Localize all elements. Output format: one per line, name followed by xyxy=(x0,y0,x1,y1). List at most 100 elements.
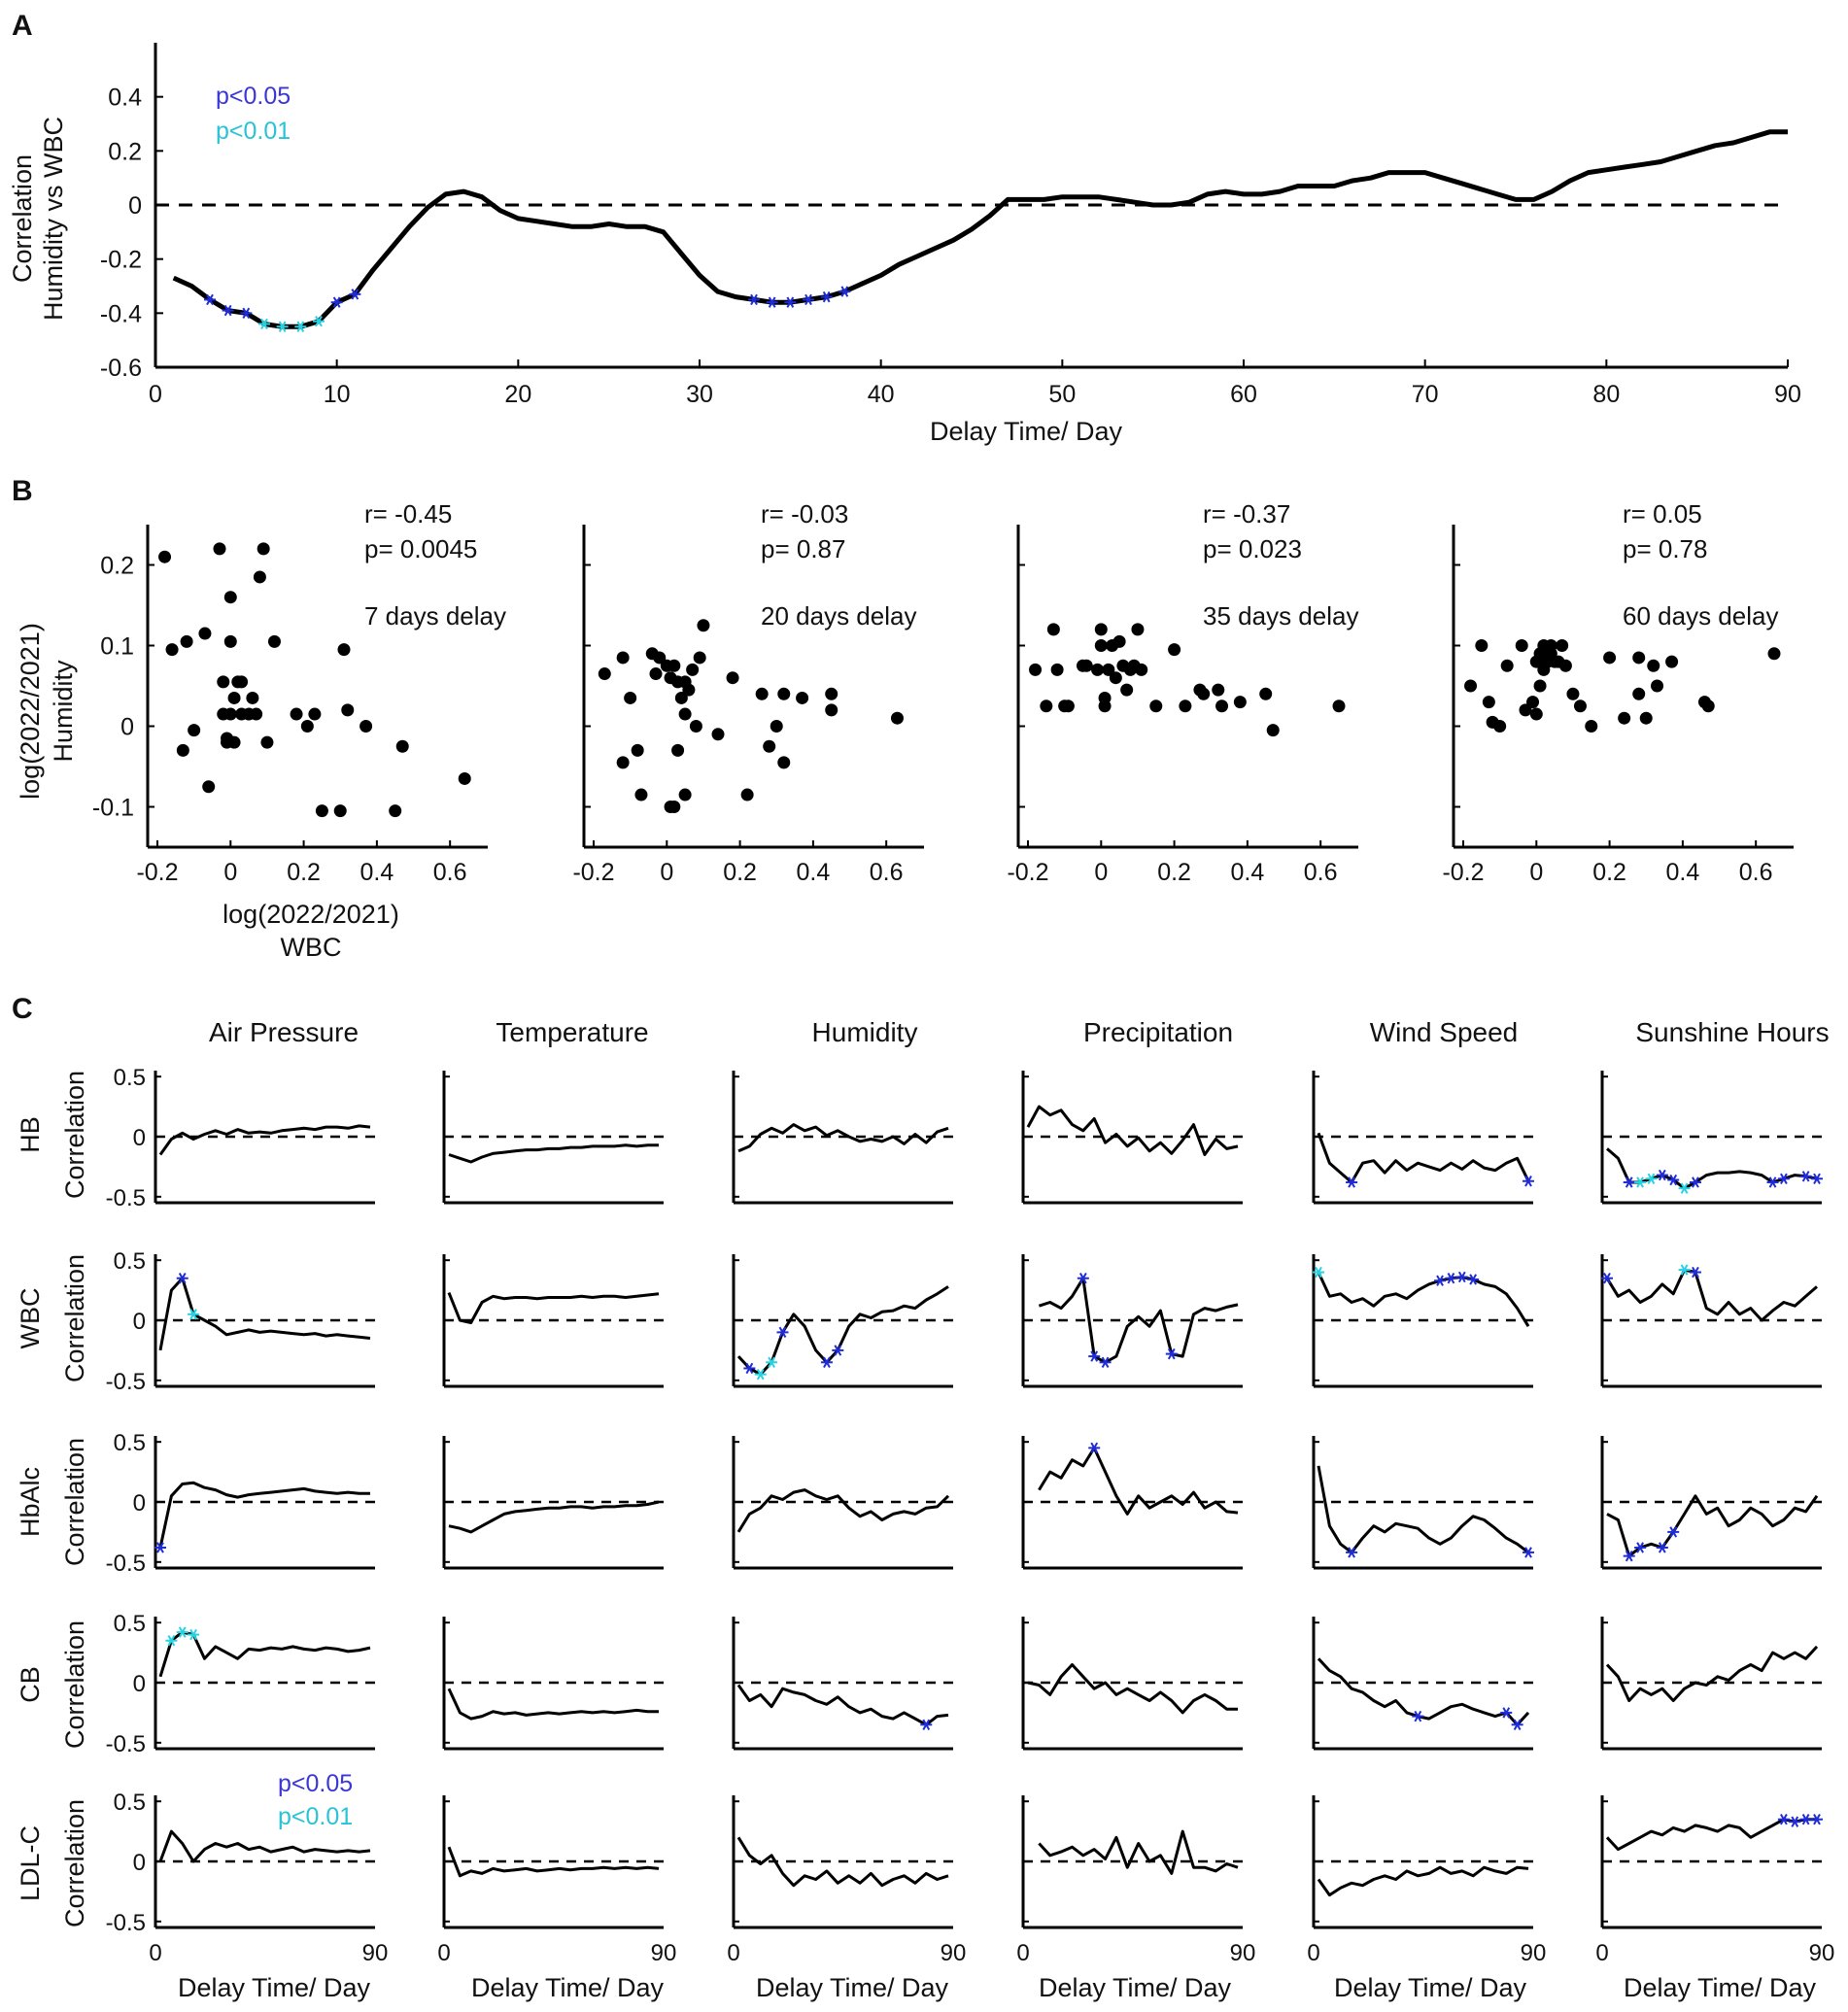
panel-c-sig-marker-stroke xyxy=(189,1628,197,1641)
panel-a-sig-marker xyxy=(258,318,270,330)
panel-c-sig-marker-stroke xyxy=(1078,1273,1087,1284)
panel-b-scatter-point xyxy=(1556,639,1569,652)
panel-c-sig-marker-stroke xyxy=(1647,1173,1656,1184)
panel-c-sig-marker xyxy=(154,1542,166,1553)
panel-c-sig-marker-stroke xyxy=(1801,1171,1810,1182)
panel-c-xlabel-2: Delay Time/ Day xyxy=(471,1973,665,2002)
panel-b-scatter-point xyxy=(796,691,809,704)
col-title-wind-speed: Wind Speed xyxy=(1370,1017,1519,1047)
panel-c-xtick-label: 90 xyxy=(1230,1940,1256,1966)
panel-c-sig-marker xyxy=(1434,1275,1447,1286)
panel-b-scatter-point xyxy=(267,634,281,648)
panel-b-scatter-point xyxy=(777,756,791,769)
panel-c-series-line xyxy=(1038,1829,1239,1875)
panel-a-ytick-label: -0.6 xyxy=(100,355,142,382)
panel-b-plots: -0.2 0 0.2 0.4 0.6-0.100.10.2-0.2 0 0.2 0.4 0.6-… xyxy=(92,525,1794,886)
panel-b-scatter-point xyxy=(1558,659,1572,672)
panel-c-sig-marker-stroke xyxy=(1457,1271,1466,1283)
panel-c-sig-marker-stroke xyxy=(1447,1273,1455,1284)
row-label-hbalc: HbAlc xyxy=(16,1467,45,1537)
panel-c-series-line xyxy=(1317,1865,1529,1897)
panel-b-scatter-point xyxy=(395,739,409,753)
col-title-precipitation: Precipitation xyxy=(1083,1017,1233,1047)
panel-c-series-line xyxy=(736,1684,949,1726)
row-label-cb: CB xyxy=(16,1666,45,1703)
panel-c-sig-marker xyxy=(1313,1266,1324,1279)
panel-b-xtick-label: 0.6 xyxy=(1739,859,1773,886)
panel-c-sig-marker-stroke xyxy=(768,1356,775,1368)
panel-c-sig-marker xyxy=(920,1719,933,1730)
panel-c-subplot-hb-temperature xyxy=(442,1071,664,1205)
panel-c-sig-marker-stroke xyxy=(1658,1542,1666,1553)
panel-b-scatter-point xyxy=(176,743,189,757)
panel-c-sig-marker xyxy=(1346,1547,1358,1558)
panel-b-scatter-point xyxy=(1332,699,1346,713)
panel-a-sig-marker-stroke xyxy=(242,307,251,320)
panel-b1-delay: 7 days delay xyxy=(364,601,506,631)
panel-c-series-line xyxy=(448,1500,660,1534)
panel-c-sig-marker xyxy=(1523,1176,1534,1187)
panel-b-scatter-point xyxy=(1179,699,1192,713)
panel-b-scatter-point xyxy=(770,720,783,733)
panel-b-xtick-label: 0 xyxy=(1094,859,1108,886)
panel-c-ytick-label: -0.5 xyxy=(106,1731,146,1757)
panel-c-xlabel-6: Delay Time/ Day xyxy=(1624,1973,1817,2002)
panel-a-sig-marker-stroke xyxy=(822,290,831,303)
panel-b-ytick-label: -0.1 xyxy=(92,795,134,822)
panel-b-scatter-point xyxy=(202,780,216,794)
panel-b-xtick-label: -0.2 xyxy=(136,859,178,886)
panel-b-scatter-point xyxy=(686,663,700,676)
panel-c-series-line xyxy=(158,1829,371,1863)
panel-b-xtick-label: 0.4 xyxy=(796,859,830,886)
panel-c-sig-marker-stroke xyxy=(1692,1177,1699,1188)
panel-b-scatter-point xyxy=(1215,699,1229,713)
panel-c-series-line xyxy=(1317,1132,1530,1184)
panel-c-series-line xyxy=(737,1123,949,1153)
panel-c-sig-marker xyxy=(1789,1816,1801,1827)
panel-c-sig-marker xyxy=(1346,1177,1358,1188)
row-label-hb: HB xyxy=(16,1116,45,1153)
panel-a-sig-marker xyxy=(820,290,833,303)
panel-c-sig-marker xyxy=(1689,1177,1701,1188)
panel-a-sig-marker-stroke xyxy=(260,318,268,330)
panel-c-ytick-label: -0.5 xyxy=(106,1910,146,1936)
panel-a-sig-marker-stroke xyxy=(206,293,214,306)
panel-b-scatter-point xyxy=(227,735,241,749)
panel-c-sig-marker-stroke xyxy=(1625,1550,1633,1562)
panel-a-xtick-label: 90 xyxy=(1774,381,1801,408)
panel-c-xlabel-1: Delay Time/ Day xyxy=(178,1973,371,2002)
panel-c-sig-marker-stroke xyxy=(1658,1169,1666,1181)
panel-b-scatter-point xyxy=(250,707,263,721)
panel-c-sig-marker-stroke xyxy=(823,1356,831,1368)
panel-b-scatter-point xyxy=(223,707,237,721)
panel-b-scatter-point xyxy=(649,667,663,681)
panel-b-scatter-point xyxy=(1585,720,1598,733)
panel-c-xlabel-5: Delay Time/ Day xyxy=(1334,1973,1527,2002)
panel-c-sig-marker xyxy=(1623,1550,1635,1562)
panel-c-sig-marker xyxy=(1445,1273,1457,1284)
panel-b-scatter-point xyxy=(1632,687,1646,700)
panel-c-ytick-label: -0.5 xyxy=(106,1185,146,1211)
panel-a-sig-marker xyxy=(294,321,307,332)
panel-c-sig-marker xyxy=(1777,1814,1790,1825)
panel-c-subplot-hbalc-wind-speed xyxy=(1312,1436,1534,1570)
panel-c-sig-marker-stroke xyxy=(1636,1177,1644,1188)
panel-c-sig-marker-stroke xyxy=(1780,1173,1788,1184)
panel-c-xtick-label: 90 xyxy=(1809,1940,1835,1966)
panel-a-sig-marker xyxy=(784,296,797,308)
panel-c-sig-marker xyxy=(1077,1273,1089,1284)
panel-b-scatter-point xyxy=(315,804,328,818)
panel-b-scatter-point xyxy=(631,743,644,757)
panel-c-sig-marker-stroke xyxy=(1780,1814,1788,1825)
panel-a-xtick-label: 20 xyxy=(504,381,531,408)
panel-c-sig-marker xyxy=(1455,1271,1468,1283)
panel-b-xtick-label: 0.6 xyxy=(433,859,467,886)
panel-b-scatter-point xyxy=(165,643,179,657)
panel-b-xlabel-line2: WBC xyxy=(281,933,342,962)
panel-c-sig-marker xyxy=(1088,1350,1101,1362)
panel-c-series-line xyxy=(1026,1105,1239,1156)
panel-letter-a: A xyxy=(12,10,33,42)
panel-a-sig-marker xyxy=(313,315,325,327)
col-title-humidity: Humidity xyxy=(812,1017,918,1047)
panel-c-subplot-wbc-wind-speed xyxy=(1312,1254,1533,1388)
